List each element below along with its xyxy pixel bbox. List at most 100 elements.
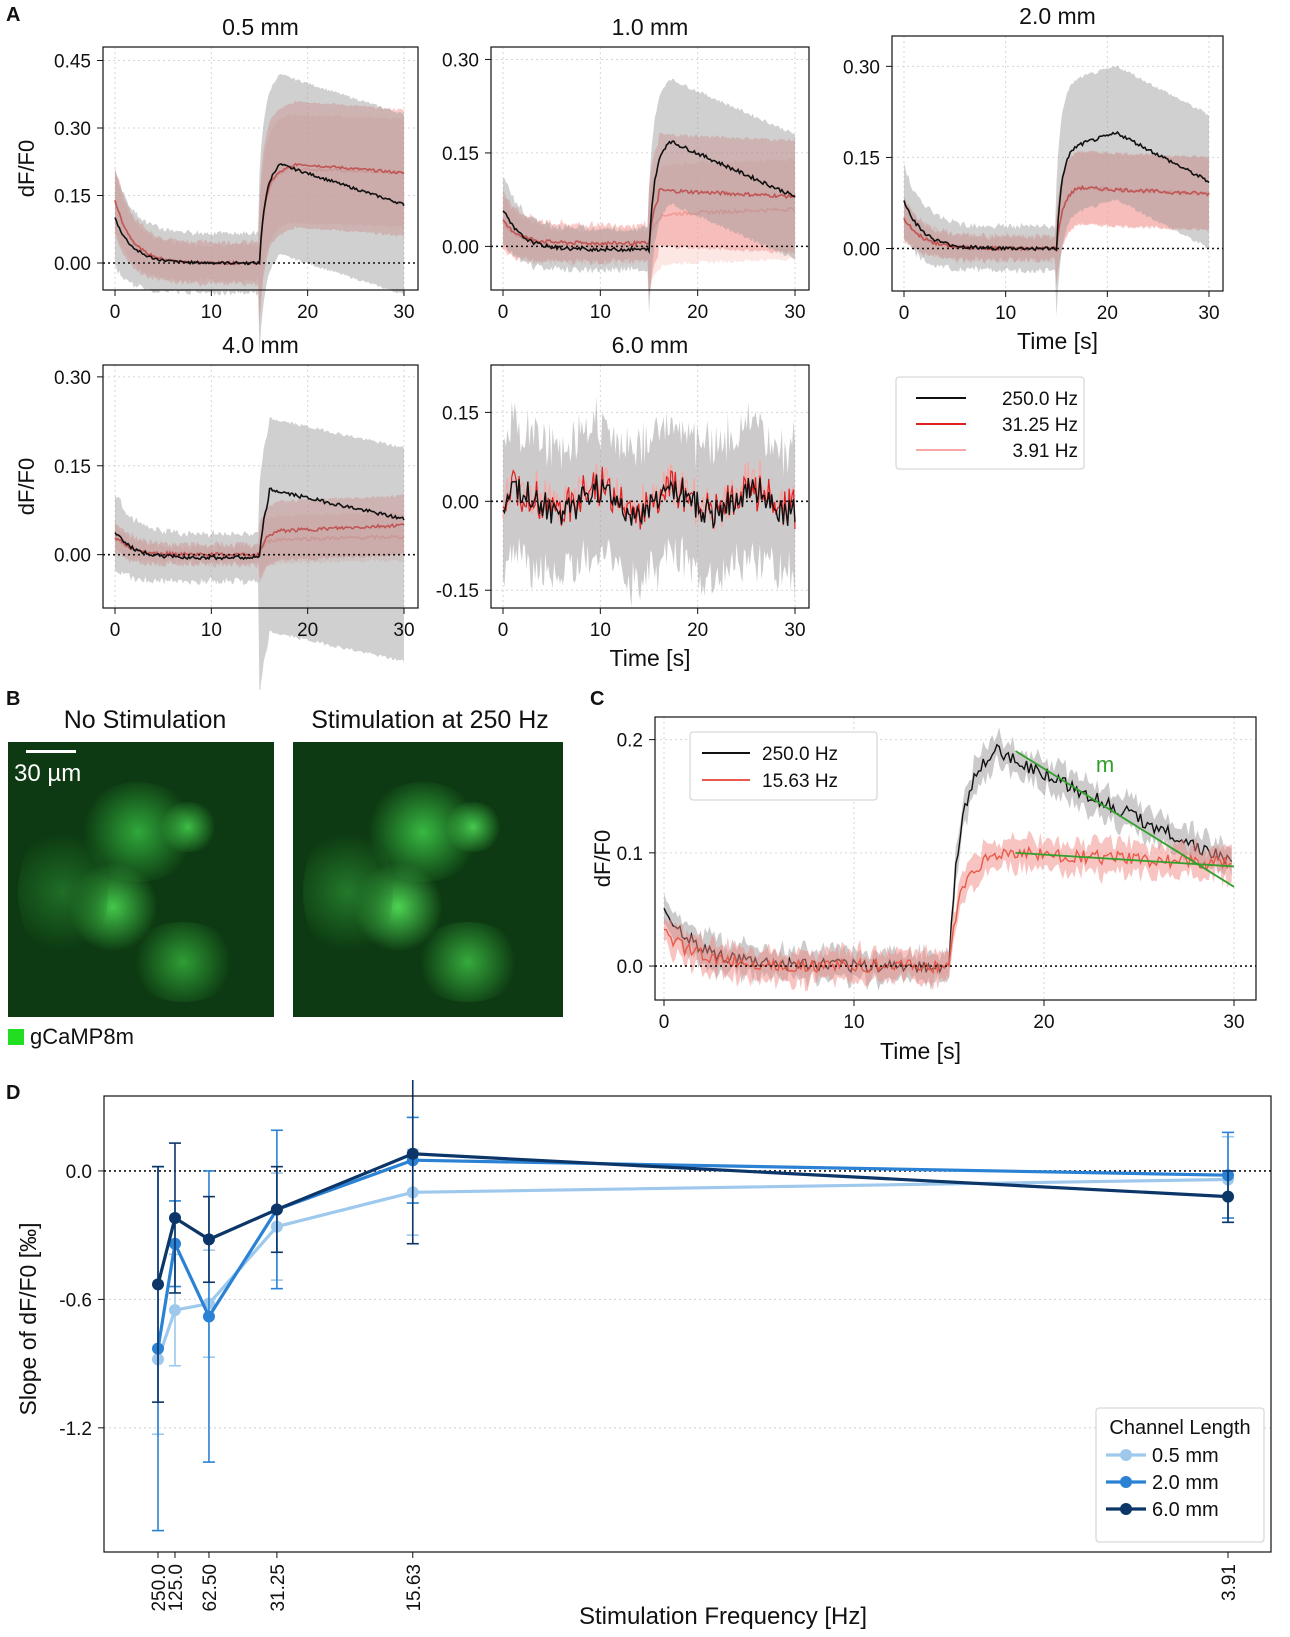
legend-label-1: 15.63 Hz [762, 771, 838, 792]
line-series-0 [903, 130, 1210, 252]
x-tick-label: 10 [590, 302, 611, 323]
y-tick-label: 0.15 [843, 148, 880, 169]
subplot-frame [102, 364, 419, 609]
band-series-2 [115, 113, 404, 318]
y-tick-label: 0.00 [843, 240, 880, 261]
y-tick-label: 0.0 [617, 957, 643, 978]
series-0-5-mm [152, 1135, 1234, 1436]
y-tick-label: 0.30 [843, 57, 880, 78]
micro-title-no-stim: No Stimulation [63, 706, 227, 734]
x-tick-label: 30 [784, 302, 805, 323]
subplot-title: 6.0 mm [612, 332, 689, 358]
panel-letter-b: B [6, 688, 21, 710]
subplot-frame [891, 35, 1224, 292]
frame [103, 1095, 1272, 1553]
microscopy-image-stimulation [293, 742, 563, 1017]
x-axis-label: Time [s] [610, 645, 691, 671]
legend-label-2: 3.91 Hz [1013, 441, 1078, 462]
data-point [270, 1203, 283, 1216]
legend-label-1: 2.0 mm [1152, 1472, 1219, 1494]
x-tick-label: 20 [687, 302, 708, 323]
y-tick-label: -0.15 [436, 581, 479, 602]
x-tick-label: 30 [393, 620, 414, 641]
x-tick-label: 20 [297, 620, 318, 641]
panel-c-figure: m 0 10 20 30 0.0 0.1 0.2 dF/F0 Time [s] 250.0 Hz 15… [590, 716, 1257, 1064]
y-tick-label: 0.30 [442, 50, 479, 71]
x-tick-label: 0 [659, 1012, 670, 1033]
x-tick-label: 0 [498, 620, 509, 641]
subplot-title: 1.0 mm [612, 14, 689, 40]
subplot-4: 0 10 20 30 -0.15 0.00 0.15 6.0 mm Time [s] [436, 332, 810, 671]
x-tick-label: 10 [201, 302, 222, 323]
legend-marker-2 [1120, 1503, 1132, 1515]
panel-a-legend: 250.0 Hz 31.25 Hz 3.91 Hz [895, 376, 1085, 470]
legend-marker-1 [1120, 1476, 1132, 1488]
subplot-2: 0 10 20 30 0.00 0.15 0.30 2.0 mm Time [s] [843, 3, 1224, 354]
y-tick-label: 0.0 [66, 1162, 92, 1183]
x-tick-label: 0 [110, 302, 121, 323]
x-tick-label: 0 [899, 303, 910, 324]
band-series-0 [904, 65, 1209, 317]
x-tick-label: 30 [1198, 303, 1219, 324]
band-series-0 [503, 78, 795, 314]
data-point [406, 1147, 419, 1160]
y-tick-label: 0.00 [442, 492, 479, 513]
series-line [156, 1158, 1229, 1349]
data-point [1222, 1190, 1234, 1203]
panel-letter-d: D [6, 1082, 21, 1104]
x-tick-label: 30 [784, 620, 805, 641]
x-tick-label: 20 [687, 620, 708, 641]
series-line [156, 1152, 1229, 1285]
y-tick-label: 0.30 [54, 119, 91, 140]
band-250hz [503, 396, 795, 608]
y-tick-label: 0.30 [54, 368, 91, 389]
panel-letter-a: A [6, 4, 21, 26]
x-tick-label: 10 [995, 303, 1016, 324]
data-point [168, 1304, 181, 1317]
legend-label-0: 250.0 Hz [762, 744, 838, 765]
band-series-1 [115, 494, 404, 584]
y-axis-label: dF/F0 [590, 830, 615, 887]
band-250hz [664, 727, 1232, 991]
y-tick-label: -1.2 [59, 1419, 92, 1440]
microscopy-image-no-stimulation: 30 µm [8, 742, 274, 1017]
x-tick-label: 0 [498, 302, 509, 323]
y-tick-label: -0.6 [59, 1290, 92, 1311]
x-tick-label: 10 [590, 620, 611, 641]
x-tick-label: 250.0 [149, 1564, 170, 1612]
scale-bar [26, 750, 76, 753]
x-tick-label: 3.91 [1219, 1564, 1240, 1601]
micro-title-stim: Stimulation at 250 Hz [311, 706, 549, 734]
series-2-0-mm [152, 1116, 1234, 1532]
x-tick-label: 20 [1097, 303, 1118, 324]
series-6-0-mm [152, 1080, 1234, 1403]
line-series-0 [502, 140, 796, 255]
band-series-1 [115, 100, 404, 327]
legend-frame [689, 731, 878, 801]
y-tick-label: 0.00 [54, 254, 91, 275]
y-tick-label: 0.15 [54, 457, 91, 478]
subplot-title: 4.0 mm [222, 332, 299, 358]
band-series-0 [115, 73, 404, 354]
x-tick-label: 20 [1033, 1012, 1054, 1033]
legend-label-2: 6.0 mm [1152, 1499, 1219, 1521]
x-tick-label: 31.25 [268, 1564, 289, 1612]
x-tick-label: 10 [201, 620, 222, 641]
y-tick-label: 0.00 [54, 546, 91, 567]
scale-bar-label: 30 µm [14, 760, 82, 787]
x-tick-label: 20 [297, 302, 318, 323]
legend-frame [895, 376, 1085, 470]
y-tick-label: 0.15 [442, 144, 479, 165]
fit-line-1 [1015, 851, 1235, 868]
y-tick-label: 0.15 [54, 187, 91, 208]
x-tick-label: 30 [1223, 1012, 1244, 1033]
y-axis-label: dF/F0 [14, 458, 39, 515]
x-axis-label: Time [s] [880, 1038, 961, 1064]
x-tick-label: 10 [843, 1012, 864, 1033]
legend-title: Channel Length [1109, 1417, 1250, 1439]
band-series-1 [503, 132, 795, 299]
y-tick-label: 0.2 [617, 731, 643, 752]
band-15-63hz [664, 830, 1232, 992]
series-line [156, 1177, 1229, 1360]
panel-letter-c: C [590, 688, 605, 710]
